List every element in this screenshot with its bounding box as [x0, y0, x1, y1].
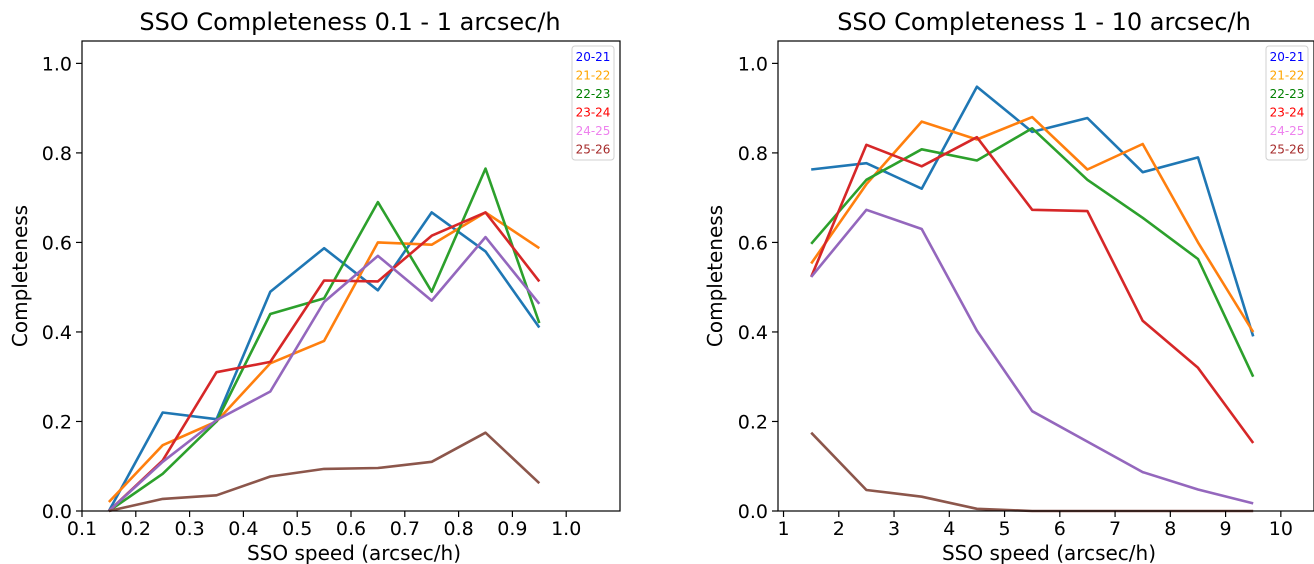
chart-panel-2: SSO Completeness 1 - 10 arcsec/h 1 2 3 4 5 6 7 8… — [703, 8, 1314, 564]
series-line-23-24 — [108, 211, 541, 512]
legend-entry-22-23: 22-23 — [1270, 87, 1305, 101]
series-line-20-21 — [811, 85, 1255, 337]
x-tick-label: 0.5 — [282, 518, 312, 540]
x-tick-label: 2 — [833, 518, 845, 540]
y-tick-label: 1.0 — [42, 53, 72, 75]
x-tick-label: 5 — [999, 518, 1011, 540]
series-line-23-24 — [810, 135, 1255, 444]
x-tick-label: 10 — [1269, 518, 1293, 540]
x-tick-label: 1.0 — [551, 518, 581, 540]
plot-frame — [81, 40, 621, 512]
y-tick-label: 0.8 — [738, 143, 768, 165]
y-axis-label: Completeness — [8, 205, 32, 347]
series-line-21-22 — [107, 211, 541, 503]
legend-entry-24-25: 24-25 — [1270, 124, 1305, 138]
legend: 20-21 21-22 22-23 23-24 24-25 25-26 — [571, 45, 615, 161]
y-tick-label: 1.0 — [738, 53, 768, 75]
series-line-22-23 — [108, 167, 541, 513]
series-line-22-23 — [810, 127, 1255, 378]
x-tick-label: 7 — [1109, 518, 1121, 540]
chart-title: SSO Completeness 1 - 10 arcsec/h — [837, 8, 1251, 36]
y-tick-label: 0.6 — [42, 232, 72, 254]
y-tick-label: 0.2 — [42, 411, 72, 433]
x-tick-label: 0.7 — [390, 518, 420, 540]
x-tick-label: 0.6 — [336, 518, 366, 540]
legend-entry-23-24: 23-24 — [1270, 106, 1305, 120]
y-tick-label: 0.4 — [738, 322, 768, 344]
y-tick-label: 0.6 — [738, 232, 768, 254]
x-tick-label: 0.1 — [67, 518, 97, 540]
series-line-24-25 — [810, 208, 1254, 505]
x-tick-label: 9 — [1220, 518, 1232, 540]
legend-entry-21-22: 21-22 — [1270, 69, 1305, 83]
chart-panel-1: SSO Completeness 0.1 - 1 arcsec/h 0.1 0.2 0… — [8, 8, 621, 564]
legend: 20-21 21-22 22-23 23-24 24-25 25-26 — [1265, 45, 1309, 161]
x-tick-label: 8 — [1164, 518, 1176, 540]
legend-entry-25-26: 25-26 — [576, 143, 611, 157]
y-tick-label: 0.0 — [738, 501, 768, 523]
legend-entry-22-23: 22-23 — [576, 87, 611, 101]
x-axis-label: SSO speed (arcsec/h) — [942, 541, 1156, 564]
legend-box — [571, 45, 615, 161]
y-axis-label: Completeness — [703, 205, 727, 347]
series-line-24-25 — [108, 235, 541, 512]
legend-entry-24-25: 24-25 — [576, 124, 611, 138]
x-tick-label: 0.2 — [121, 518, 151, 540]
plot-frame — [777, 40, 1314, 512]
series-line-25-26 — [108, 431, 541, 513]
y-tick-label: 0.4 — [42, 322, 72, 344]
y-tick-label: 0.2 — [738, 411, 768, 433]
x-axis-label: SSO speed (arcsec/h) — [247, 541, 461, 564]
y-tick-label: 0.0 — [42, 501, 72, 523]
legend-entry-23-24: 23-24 — [576, 106, 611, 120]
y-tick-label: 0.8 — [42, 143, 72, 165]
x-tick-label: 1 — [777, 518, 789, 540]
x-tick-label: 3 — [888, 518, 900, 540]
x-tick-label: 0.8 — [443, 518, 473, 540]
chart-title: SSO Completeness 0.1 - 1 arcsec/h — [139, 8, 560, 36]
legend-box — [1265, 45, 1309, 161]
legend-entry-20-21: 20-21 — [576, 50, 611, 64]
legend-entry-20-21: 20-21 — [1270, 50, 1305, 64]
legend-entry-25-26: 25-26 — [1270, 143, 1305, 157]
x-tick-label: 4 — [943, 518, 955, 540]
x-tick-label: 6 — [1054, 518, 1066, 540]
series-line-20-21 — [107, 211, 541, 512]
series-line-25-26 — [810, 431, 1254, 513]
x-tick-label: 0.4 — [228, 518, 258, 540]
legend-entry-21-22: 21-22 — [576, 69, 611, 83]
x-tick-label: 0.3 — [174, 518, 204, 540]
x-tick-label: 0.9 — [497, 518, 527, 540]
series-line-21-22 — [810, 115, 1255, 333]
